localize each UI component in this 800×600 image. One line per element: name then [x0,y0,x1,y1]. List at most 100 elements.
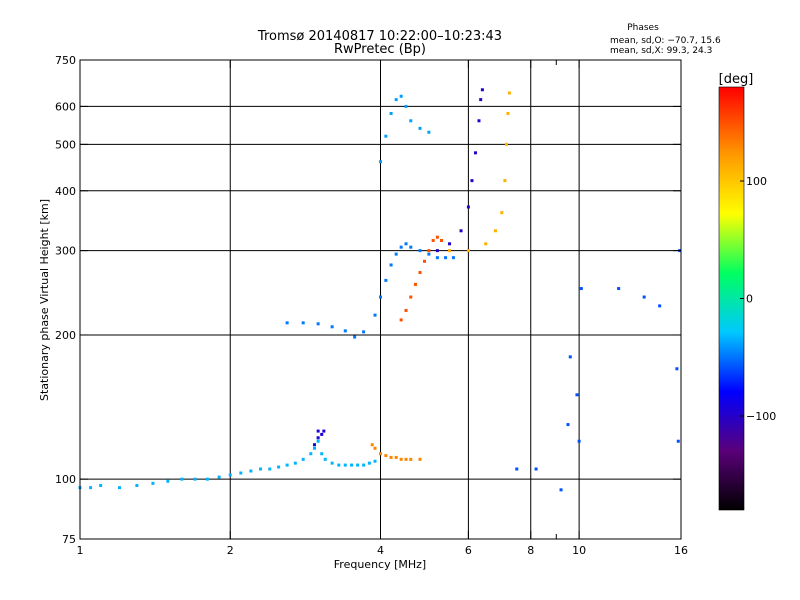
echo-point [504,142,508,146]
echo-point [362,463,366,467]
echo-point [330,325,334,329]
x-tick-label: 4 [377,544,384,557]
echo-point [418,249,422,253]
echo-point [151,481,155,485]
x-tick-label: 16 [674,544,688,557]
echo-point [435,235,439,239]
echo-point [477,119,481,123]
phase-stats: Phases mean, sd,O: −70.7, 15.6 mean, sd,… [610,23,721,56]
echo-point [228,473,232,477]
echo-point [440,238,444,242]
echo-point [379,452,382,456]
echo-point [577,439,581,443]
echo-point [676,439,680,443]
echo-point [507,91,511,95]
echo-point [370,443,374,447]
echo-point [322,429,326,433]
echo-point [466,205,470,209]
echo-point [362,330,366,334]
echo-point [418,271,422,275]
echo-point [413,282,417,286]
echo-point [180,477,184,481]
echo-point [312,443,316,447]
y-tick-label: 75 [62,533,76,546]
echo-point [566,423,570,427]
echo-point [515,467,519,471]
echo-point [404,242,408,246]
x-tick-label: 2 [227,544,234,557]
echo-point [320,432,324,436]
echo-point [350,463,354,467]
echo-point [118,486,122,490]
echo-point [422,259,426,263]
x-tick-label: 8 [527,544,534,557]
echo-point [301,457,305,461]
y-tick-label: 100 [55,473,76,486]
echo-point [389,263,393,267]
echo-point [285,321,289,325]
echo-point [389,111,393,115]
echo-point [166,479,170,483]
y-tick-label: 400 [55,185,76,198]
echo-point [479,98,483,102]
echo-point [427,130,431,134]
echo-point [316,436,320,440]
echo-point [259,467,263,471]
x-axis-ticks: 1 2 4 6 8 10 16 [77,60,688,557]
y-tick-label: 200 [55,329,76,342]
echo-point [418,126,422,130]
echo-point [459,229,463,233]
echo-point [373,446,377,450]
echo-point [399,245,403,249]
y-tick-label: 600 [55,100,76,113]
colorbar-unit: [deg] [719,72,754,87]
chart-title: Tromsø 20140817 10:22:00–10:23:43 [257,29,502,44]
echo-point [435,256,439,260]
echo-point [373,459,377,463]
stats-o-line: mean, sd,O: −70.7, 15.6 [610,36,721,46]
echo-point [373,313,377,317]
echo-point [316,439,320,443]
echo-point [239,471,243,475]
x-tick-label: 6 [465,544,472,557]
echo-point [506,111,510,115]
echo-point [394,98,398,102]
echo-point [575,393,579,397]
echo-point [427,249,431,253]
y-axis-ticks: 75 100 200 300 400 500 600 750 [55,54,681,546]
echo-point [249,469,253,473]
echo-point [367,461,371,465]
echo-point [193,477,197,481]
echo-point [404,308,408,312]
echo-point [277,465,281,469]
echo-point [418,457,422,461]
echo-point [399,94,403,98]
echo-point [394,252,398,256]
echo-point [301,321,305,325]
echo-point [384,278,388,282]
echo-point [448,249,452,253]
echo-point [480,88,484,92]
echo-point [675,367,679,371]
echo-point [494,229,498,233]
echo-point [293,461,297,465]
grid-lines [80,60,681,539]
echo-point [466,249,470,253]
x-axis-label: Frequency [MHz] [334,558,426,571]
echo-point [409,245,413,249]
echo-point [503,179,507,183]
echo-point [312,446,316,450]
echo-point [394,455,398,459]
echo-point [568,355,572,359]
colorbar-tick-label: 0 [746,293,753,306]
echo-point [379,160,382,164]
echo-point [135,483,139,487]
colorbar-gradient [718,86,745,511]
echo-point [389,455,393,459]
echo-point [658,304,662,308]
echo-point [444,256,448,260]
echo-point [409,119,413,123]
echo-point [353,335,357,339]
echo-point [384,134,388,138]
